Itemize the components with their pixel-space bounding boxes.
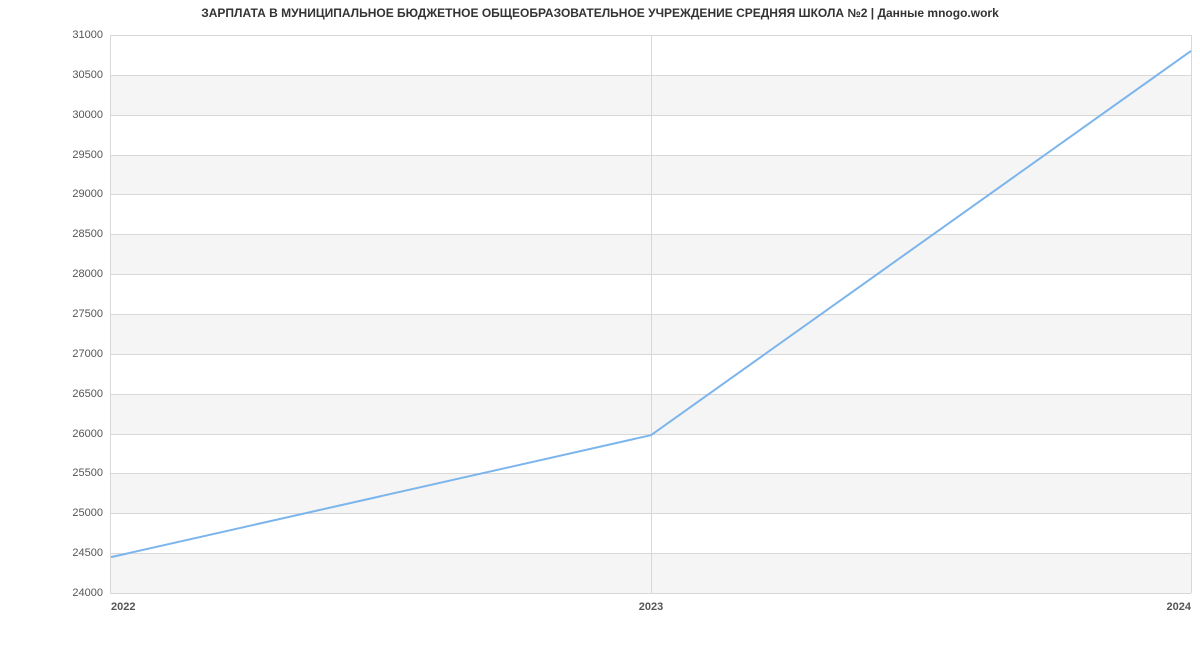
plot-area: 2400024500250002550026000265002700027500… — [110, 35, 1191, 594]
y-axis-label: 30000 — [72, 109, 111, 121]
y-axis-label: 26500 — [72, 388, 111, 400]
y-axis-label: 25500 — [72, 467, 111, 479]
y-axis-label: 25000 — [72, 507, 111, 519]
salary-chart: ЗАРПЛАТА В МУНИЦИПАЛЬНОЕ БЮДЖЕТНОЕ ОБЩЕО… — [0, 0, 1200, 650]
chart-title: ЗАРПЛАТА В МУНИЦИПАЛЬНОЕ БЮДЖЕТНОЕ ОБЩЕО… — [0, 6, 1200, 20]
y-axis-label: 27000 — [72, 348, 111, 360]
x-axis-label: 2024 — [1167, 593, 1191, 613]
y-axis-label: 27500 — [72, 308, 111, 320]
x-axis-label: 2023 — [639, 593, 663, 613]
y-axis-label: 26000 — [72, 428, 111, 440]
x-axis-label: 2022 — [111, 593, 135, 613]
y-axis-label: 24000 — [72, 587, 111, 599]
y-axis-label: 28500 — [72, 228, 111, 240]
y-axis-label: 30500 — [72, 69, 111, 81]
y-axis-label: 24500 — [72, 547, 111, 559]
y-axis-label: 28000 — [72, 268, 111, 280]
y-axis-label: 31000 — [72, 29, 111, 41]
x-gridline — [1191, 35, 1192, 593]
series-layer — [111, 35, 1191, 593]
y-axis-label: 29500 — [72, 149, 111, 161]
y-axis-label: 29000 — [72, 188, 111, 200]
series-line-salary — [111, 51, 1191, 557]
